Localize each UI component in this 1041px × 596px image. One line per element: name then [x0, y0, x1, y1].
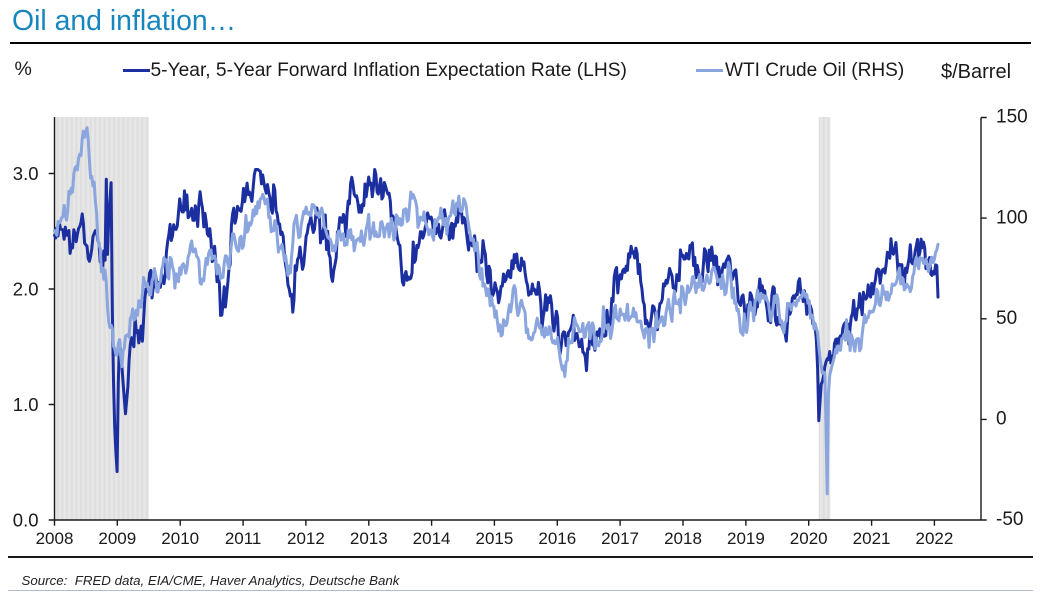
svg-text:2022: 2022: [915, 529, 953, 548]
svg-text:0.0: 0.0: [13, 509, 39, 530]
svg-text:100: 100: [996, 207, 1028, 228]
svg-text:2019: 2019: [727, 529, 765, 548]
svg-text:2020: 2020: [790, 529, 828, 548]
svg-text:2008: 2008: [36, 529, 74, 548]
svg-text:-50: -50: [996, 509, 1023, 530]
svg-text:2018: 2018: [664, 529, 702, 548]
svg-text:2016: 2016: [538, 529, 576, 548]
svg-text:2011: 2011: [225, 529, 262, 548]
svg-text:1.0: 1.0: [13, 394, 39, 415]
svg-text:2017: 2017: [601, 529, 639, 548]
svg-text:2012: 2012: [287, 529, 325, 548]
svg-text:2013: 2013: [350, 529, 388, 548]
svg-text:50: 50: [996, 308, 1017, 329]
svg-text:2009: 2009: [98, 529, 136, 548]
svg-text:2.0: 2.0: [13, 278, 39, 299]
svg-text:0: 0: [996, 409, 1007, 430]
svg-text:2021: 2021: [853, 529, 891, 548]
svg-text:150: 150: [996, 107, 1028, 128]
svg-text:2015: 2015: [475, 529, 513, 548]
svg-text:3.0: 3.0: [13, 163, 39, 184]
svg-text:2010: 2010: [161, 529, 199, 548]
svg-text:2014: 2014: [413, 529, 451, 548]
